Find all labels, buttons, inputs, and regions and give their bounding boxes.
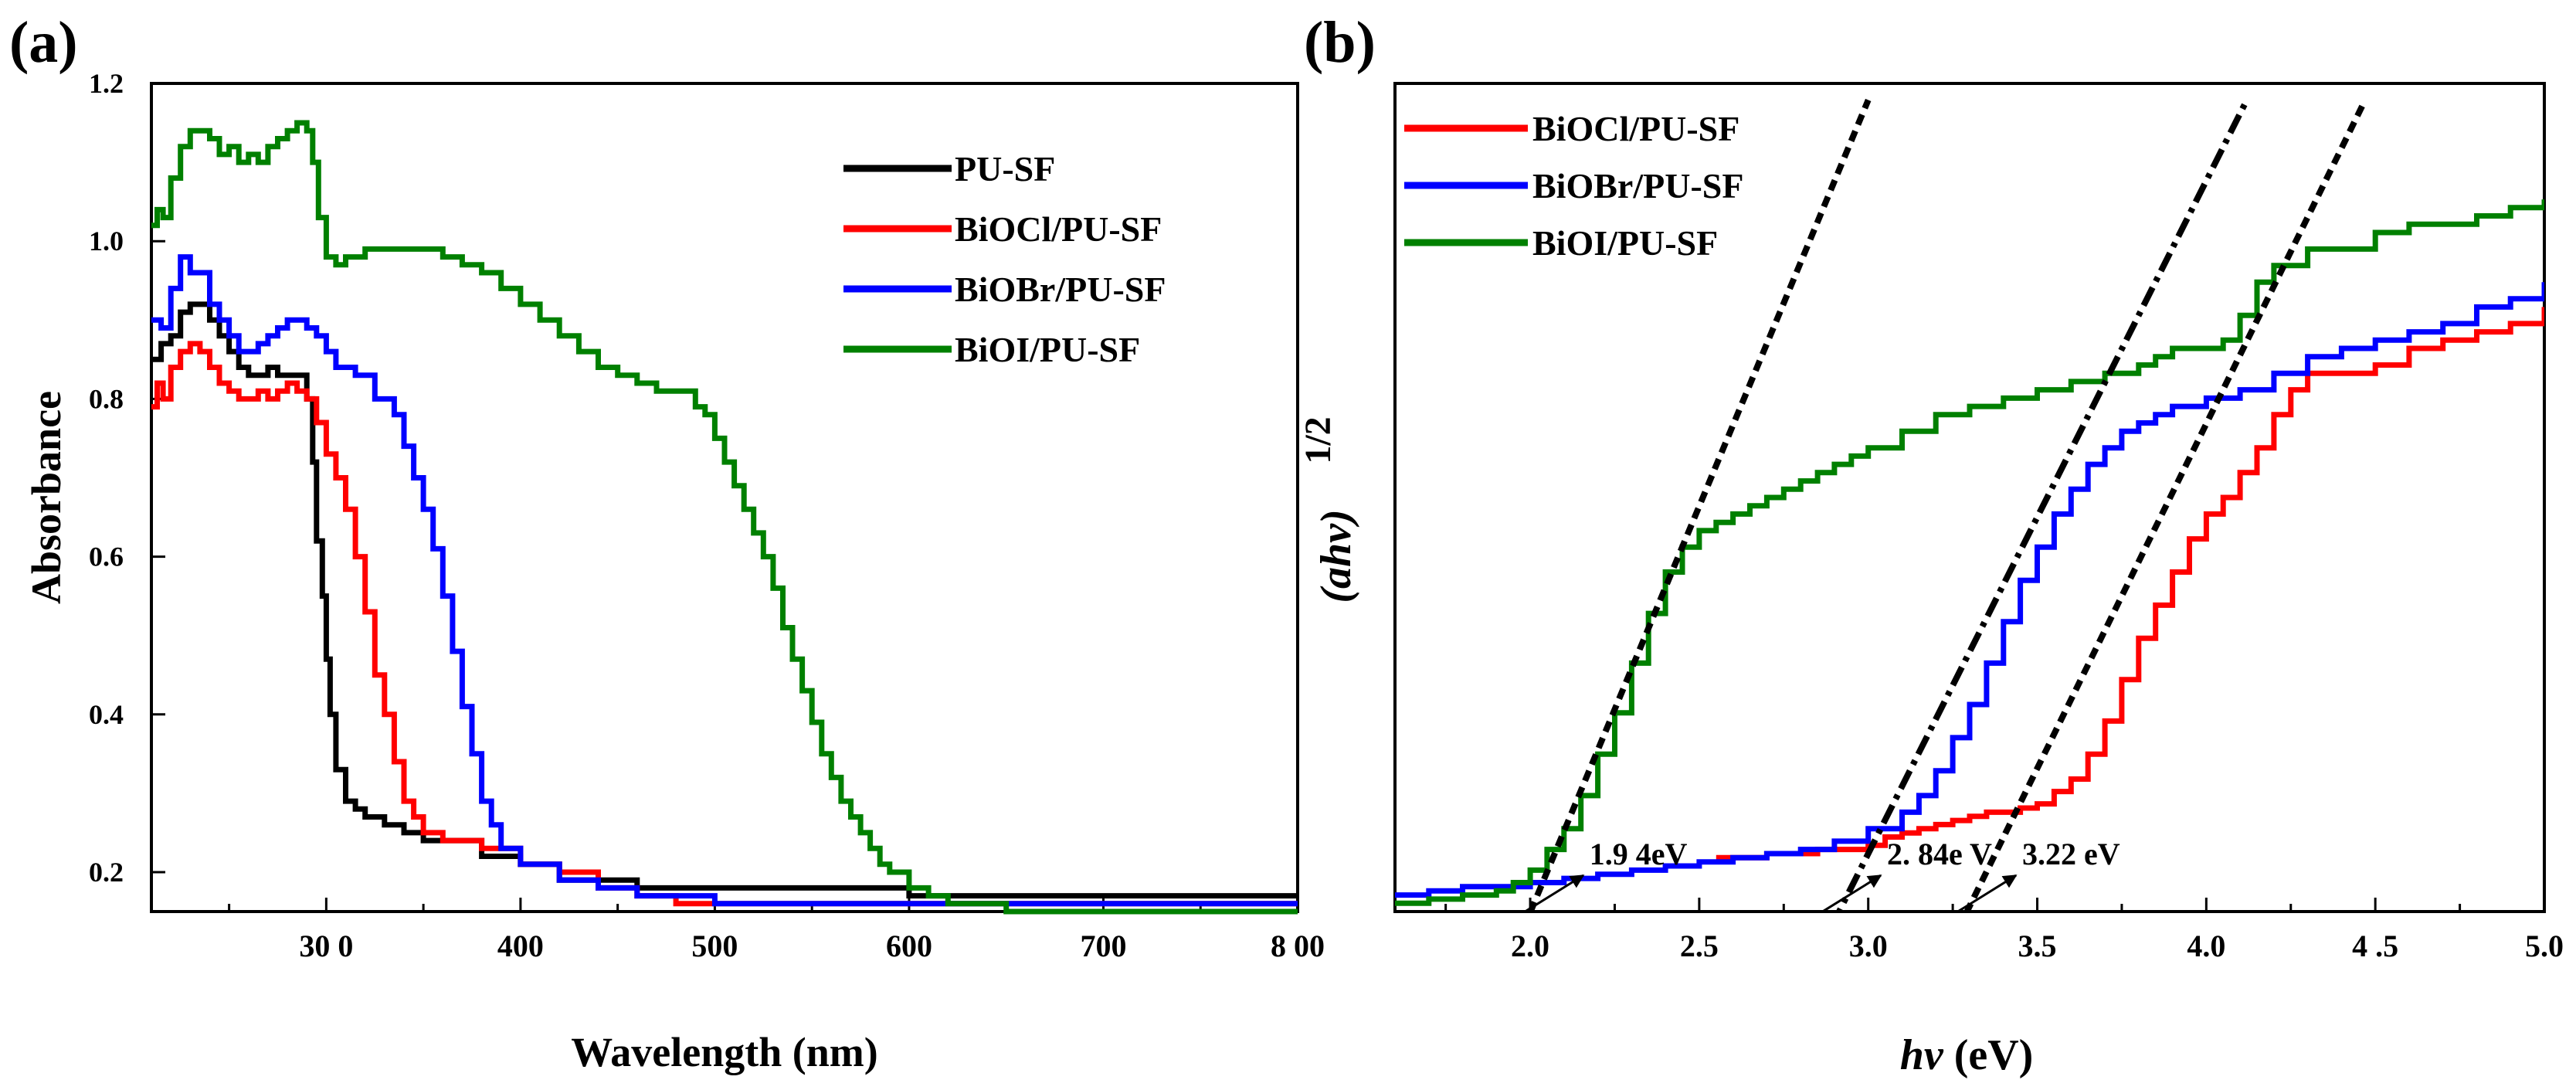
panel-b-x-tick-label: 2.0: [1511, 929, 1549, 963]
panel-b-annotation-arrow: [1823, 874, 1882, 912]
panel-b-x-tick-label: 5.0: [2525, 929, 2564, 963]
panel-b-x-axis-title: hv (eV): [1900, 1031, 2034, 1079]
panel-b-series-group: [1395, 199, 2544, 906]
panel-a-legend-label: PU-SF: [955, 149, 1055, 188]
panel-a-plot-frame: [150, 82, 1299, 913]
panel-b-series-biocl-pu-sf: [1716, 307, 2544, 861]
panel-a-legend: PU-SF BiOCl/PU-SF BiOBr/PU-SF BiOI/PU-SF: [843, 149, 1166, 369]
panel-a-legend-label: BiOBr/PU-SF: [955, 270, 1166, 309]
panel-b-band-gap-annotations: 1.9 4eV 2. 84e V 3.22 eV: [1526, 837, 2120, 912]
panel-b-fit-biocl-fit: [1963, 98, 2368, 912]
panel-b-y-axis-title-exponent: 1/2: [1298, 416, 1339, 464]
panel-b-x-tick-label: 4 .5: [2352, 929, 2398, 963]
panel-a-x-ticks: 30 0 400 500 600 700 8 00: [228, 898, 1325, 963]
panel-b-annotation-arrow: [1526, 874, 1585, 912]
panel-a-x-axis-title: Wavelength (nm): [571, 1029, 878, 1075]
panel-a-y-tick-label: 0.6: [89, 542, 124, 572]
panel-a-x-tick-label: 700: [1080, 929, 1126, 963]
panel-b-legend: BiOCl/PU-SF BiOBr/PU-SF BiOI/PU-SF: [1404, 109, 1743, 263]
panel-b-x-tick-label: 4.0: [2187, 929, 2225, 963]
panel-a-series-group: [151, 120, 1298, 915]
panel-b-plot-frame: [1393, 82, 2546, 913]
panel-b-label: (b): [1304, 10, 1376, 75]
panel-b-x-axis-title-italic: hv: [1900, 1031, 1944, 1079]
panel-a-absorbance-chart: (a) 30 0 400 500 600 700 8 00 0.2 0.4 0.6 0.8 1.0…: [9, 10, 1325, 1075]
panel-a-series-bioi-pu-sf: [151, 120, 1298, 915]
panel-a-label: (a): [9, 10, 78, 75]
panel-b-x-tick-label: 3.0: [1849, 929, 1888, 963]
panel-a-y-tick-label: 0.8: [89, 383, 124, 414]
panel-a-legend-label: BiOI/PU-SF: [955, 330, 1140, 369]
panel-b-fit-bioi-fit: [1527, 98, 1872, 912]
panel-b-tauc-plot: (b) 2.0 2.5 3.0 3.5 4.0 4 .5 5.0 1.9 4eV 2. 84e…: [1298, 10, 2564, 1079]
panel-b-x-ticks: 2.0 2.5 3.0 3.5 4.0 4 .5 5.0: [1444, 898, 2564, 963]
panel-a-x-tick-label: 8 00: [1271, 929, 1325, 963]
panel-a-x-tick-label: 600: [886, 929, 932, 963]
panel-b-x-tick-label: 3.5: [2018, 929, 2057, 963]
panel-b-fit-biobr-fit: [1835, 98, 2250, 912]
panel-a-y-tick-label: 1.2: [89, 68, 124, 99]
panel-b-series-biobr-pu-sf: [1395, 282, 2544, 898]
panel-a-series-biobr-pu-sf: [151, 254, 1298, 907]
panel-a-y-tick-label: 0.2: [89, 857, 124, 888]
panel-b-legend-label: BiOCl/PU-SF: [1532, 109, 1739, 148]
panel-b-legend-label: BiOI/PU-SF: [1532, 223, 1718, 263]
panel-a-y-axis-title: Absorbance: [23, 391, 70, 604]
panel-a-legend-label: BiOCl/PU-SF: [955, 209, 1162, 249]
panel-b-x-tick-label: 2.5: [1680, 929, 1719, 963]
panel-b-series-bioi-pu-sf: [1395, 199, 2544, 906]
panel-b-annotation-label: 3.22 eV: [2022, 837, 2120, 871]
panel-b-annotation-label: 1.9 4eV: [1590, 837, 1688, 871]
panel-b-annotation-label: 2. 84e V: [1887, 837, 1992, 871]
panel-b-legend-label: BiOBr/PU-SF: [1532, 166, 1743, 205]
panel-a-y-tick-label: 1.0: [89, 226, 124, 256]
panel-b-fit-lines: [1527, 98, 2368, 912]
panel-b-y-axis-title-main: (ahv): [1312, 509, 1360, 603]
panel-b-x-axis-title-unit: (eV): [1943, 1031, 2034, 1079]
panel-b-y-axis-title: (ahv) 1/2: [1298, 416, 1360, 603]
panel-a-y-tick-label: 0.4: [89, 699, 124, 730]
panel-b-annotation-arrow: [1958, 874, 2018, 912]
panel-a-x-tick-label: 500: [691, 929, 738, 963]
panel-a-series-biocl-pu-sf: [151, 341, 1298, 907]
panel-a-x-tick-label: 30 0: [299, 929, 353, 963]
panel-a-y-ticks: 0.2 0.4 0.6 0.8 1.0 1.2: [89, 68, 165, 888]
panel-a-x-tick-label: 400: [497, 929, 544, 963]
panel-a-series-pu-sf: [151, 301, 1298, 899]
